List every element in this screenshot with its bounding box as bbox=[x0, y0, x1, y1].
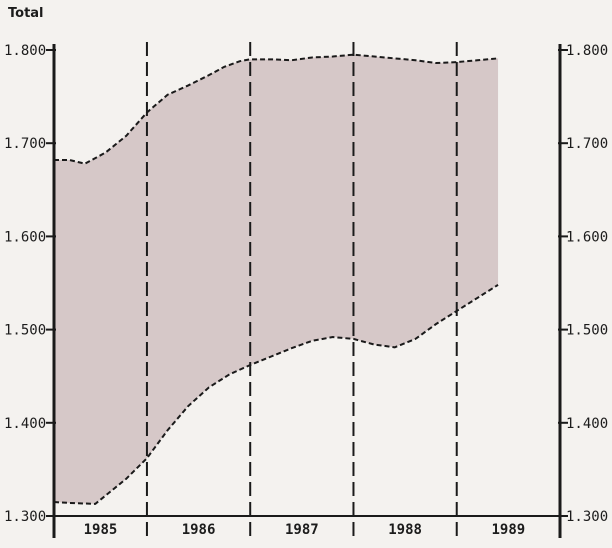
range-band-area bbox=[54, 54, 499, 504]
y-tick-label-right: 1.300 bbox=[566, 509, 608, 525]
axes bbox=[52, 44, 562, 538]
y-tick-label-left: 1.800 bbox=[4, 43, 46, 59]
x-axis: 1985 1986 1987 1988 1989 bbox=[84, 522, 526, 538]
y-tick-label-right: 1.700 bbox=[566, 136, 608, 152]
right-y-axis: 1.300 1.400 1.500 1.600 1.700 1.800 bbox=[558, 43, 608, 525]
y-tick-label-right: 1.400 bbox=[566, 416, 608, 432]
year-dividers bbox=[145, 42, 458, 536]
chart-title: Total bbox=[8, 6, 44, 21]
x-tick-label: 1986 bbox=[182, 522, 216, 538]
y-tick-label-right: 1.500 bbox=[566, 323, 608, 339]
x-tick-label: 1989 bbox=[492, 522, 526, 538]
x-tick-label: 1988 bbox=[388, 522, 422, 538]
y-tick-label-left: 1.700 bbox=[4, 136, 46, 152]
left-y-axis: 1.300 1.400 1.500 1.600 1.700 1.800 bbox=[4, 43, 56, 525]
lower-bound-line bbox=[53, 284, 499, 505]
y-tick-label-left: 1.400 bbox=[4, 416, 46, 432]
upper-bound-line bbox=[54, 53, 499, 165]
y-tick-label-left: 1.500 bbox=[4, 323, 46, 339]
y-tick-label-left: 1.600 bbox=[4, 229, 46, 245]
y-tick-label-right: 1.600 bbox=[566, 229, 608, 245]
x-tick-label: 1985 bbox=[84, 522, 118, 538]
y-tick-label-left: 1.300 bbox=[4, 509, 46, 525]
y-tick-label-right: 1.800 bbox=[566, 43, 608, 59]
x-tick-label: 1987 bbox=[285, 522, 319, 538]
